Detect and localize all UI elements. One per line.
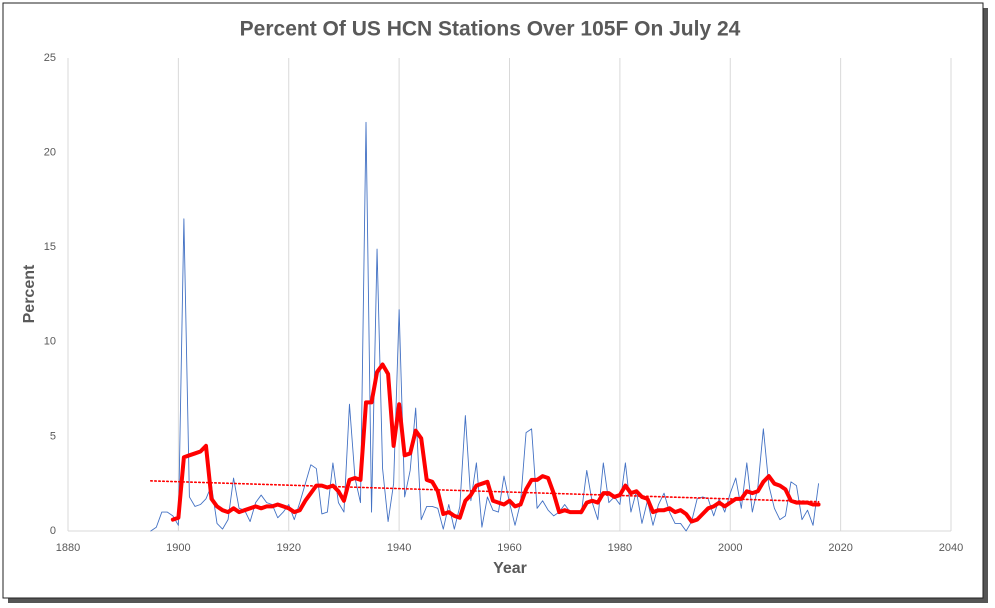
y-tick-label: 20 [44, 147, 56, 159]
y-tick-label: 25 [44, 52, 56, 64]
x-tick-label: 1900 [166, 542, 190, 554]
series-line [170, 362, 821, 524]
x-tick-label: 1880 [56, 542, 80, 554]
x-tick-label: 1980 [608, 542, 632, 554]
chart-title: Percent Of US HCN Stations Over 105F On … [240, 18, 741, 41]
x-tick-label: 2020 [828, 542, 852, 554]
y-tick-label: 0 [50, 525, 56, 537]
x-tick-label: 1920 [277, 542, 301, 554]
x-tick-label: 1940 [387, 542, 411, 554]
series-line [149, 480, 820, 503]
y-tick-label: 10 [44, 336, 56, 348]
y-tick-label: 5 [50, 430, 56, 442]
x-tick-label: 2000 [718, 542, 742, 554]
x-tick-label: 1960 [497, 542, 521, 554]
y-axis-label: Percent [21, 264, 38, 323]
x-tick-label: 2040 [939, 542, 963, 554]
chart-frame [2, 2, 984, 599]
y-tick-label: 15 [44, 241, 56, 253]
x-axis-label: Year [493, 560, 527, 577]
